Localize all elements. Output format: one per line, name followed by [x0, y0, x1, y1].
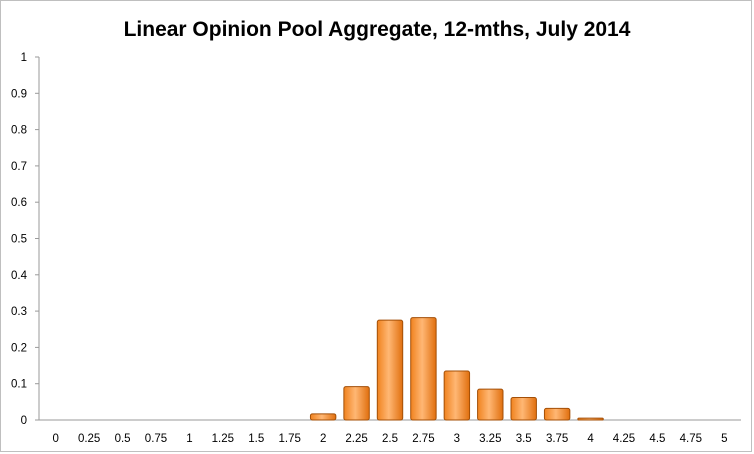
- bar: [477, 388, 504, 421]
- plot-area: 0 0.1 0.2 0.3 0.4 0.5 0.6 0.7 0.8 0.9 1 0 0.25 0.5 0.7…: [11, 52, 741, 445]
- bar: [443, 370, 471, 421]
- x-tick-label: 4: [587, 433, 594, 445]
- x-tick-label: 1.5: [248, 433, 264, 445]
- x-tick-label: 0.25: [78, 433, 100, 445]
- y-tick-label: 0.8: [11, 125, 27, 137]
- x-tick-label: 1: [186, 433, 192, 445]
- x-tick-label: 3.25: [479, 433, 501, 445]
- x-tick-label: 2.75: [412, 433, 434, 445]
- bar: [410, 317, 437, 421]
- y-tick-label: 0.1: [11, 379, 27, 391]
- x-tick-label: 0.75: [145, 433, 167, 445]
- x-tick-label: 3.5: [516, 433, 532, 445]
- y-tick-label: 0.3: [11, 306, 27, 318]
- chart-title: Linear Opinion Pool Aggregate, 12-mths, …: [124, 18, 631, 41]
- x-tick-label: 2.25: [345, 433, 367, 445]
- y-tick-label: 0.5: [11, 234, 27, 246]
- x-tick-label: 3: [454, 433, 460, 445]
- bar: [543, 407, 571, 421]
- bar: [309, 413, 337, 421]
- x-tick-label: 2.5: [382, 433, 398, 445]
- x-tick-label: 3.75: [546, 433, 568, 445]
- bar: [577, 417, 604, 421]
- x-tick-label: 4.75: [680, 433, 702, 445]
- x-tick-label: 4.25: [613, 433, 635, 445]
- y-tick-label: 0.7: [11, 161, 27, 173]
- y-tick-label: 0.9: [11, 88, 27, 100]
- x-tick-label: 5: [721, 433, 727, 445]
- y-tick-label: 1: [21, 52, 27, 64]
- y-tick-label: 0.2: [11, 342, 27, 354]
- bar: [376, 319, 404, 421]
- x-tick-label: 1.25: [212, 433, 234, 445]
- y-tick-label: 0.4: [11, 270, 28, 282]
- bar: [510, 396, 537, 421]
- x-tick-label: 0: [53, 433, 59, 445]
- x-tick-label: 1.75: [279, 433, 301, 445]
- y-tick-label: 0.6: [11, 197, 27, 209]
- y-tick-label: 0: [21, 415, 27, 427]
- x-tick-label: 0.5: [115, 433, 131, 445]
- x-tick-label: 4.5: [649, 433, 665, 445]
- x-tick-label: 2: [320, 433, 326, 445]
- bar: [343, 386, 370, 421]
